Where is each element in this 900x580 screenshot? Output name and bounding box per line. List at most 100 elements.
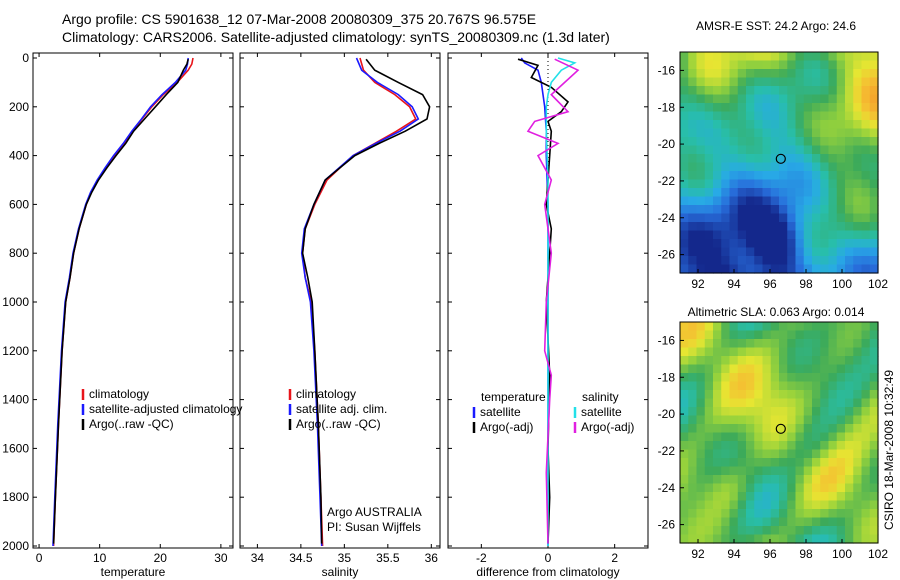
- sla-map-cell: [737, 534, 747, 544]
- sla-map-cell: [820, 390, 830, 400]
- sla-map-cell: [704, 364, 714, 374]
- sla-map-cell: [861, 483, 871, 493]
- sst-map-cell: [787, 111, 797, 121]
- sla-map-cell: [845, 322, 854, 332]
- sst-map-cell: [869, 145, 879, 155]
- sla-map-cell: [737, 373, 747, 383]
- sla-map-cell: [787, 356, 797, 366]
- sst-map-cell: [812, 205, 821, 215]
- sst-map-cell: [812, 171, 821, 181]
- sla-map-cell: [853, 356, 863, 366]
- sla-map-cell: [836, 424, 846, 434]
- sst-map-cell: [704, 213, 714, 223]
- sst-map-cell: [836, 69, 846, 79]
- sst-map-cell: [820, 213, 830, 223]
- sst-map-cell: [845, 196, 854, 206]
- sla-map-cell: [820, 466, 830, 476]
- sst-map-cell: [828, 188, 838, 198]
- sla-map-cell: [861, 466, 871, 476]
- sst-map-cell: [729, 196, 739, 206]
- sst-map-cell: [762, 86, 772, 96]
- sst-map-cell: [845, 239, 854, 249]
- sst-map-cell: [853, 86, 863, 96]
- sst-map-cell: [704, 205, 714, 215]
- sst-map-cell: [845, 213, 854, 223]
- sst-map-cell: [704, 94, 714, 104]
- sla-map-cell: [770, 458, 780, 468]
- sst-map-cell: [729, 205, 739, 215]
- sst-map-cell: [845, 205, 854, 215]
- sst-map-cell: [737, 94, 747, 104]
- sst-map-cell: [869, 188, 879, 198]
- sla-map-cell: [795, 526, 805, 536]
- sst-map-cell: [836, 188, 846, 198]
- sla-map-cell: [812, 509, 821, 519]
- sst-map-cell: [713, 60, 722, 70]
- sst-map-cell: [729, 256, 739, 266]
- sla-map-cell: [704, 390, 714, 400]
- sla-map-cell: [836, 492, 846, 502]
- sst-map-cell: [787, 264, 797, 274]
- sla-map-cell: [795, 330, 805, 340]
- sst-map-cell: [721, 239, 731, 249]
- sla-map-frame: [679, 321, 879, 544]
- sla-map-cell: [853, 492, 863, 502]
- difference-legend-entry: Argo(-adj): [581, 420, 634, 434]
- sst-map-cell: [779, 264, 788, 274]
- figure-title-line1: Argo profile: CS 5901638_12 07-Mar-2008 …: [62, 11, 536, 27]
- sla-map-cell: [680, 449, 689, 459]
- sst-map-cell: [795, 111, 805, 121]
- sst-map-cell: [737, 128, 747, 138]
- sst-map-cell: [803, 179, 813, 189]
- sst-map-cell: [721, 103, 731, 113]
- sla-map-cell: [869, 526, 879, 536]
- sla-map-cell: [869, 407, 879, 417]
- sst-map-cell: [795, 264, 805, 274]
- sst-map-cell: [845, 94, 854, 104]
- sla-map-cell: [688, 500, 698, 510]
- sst-map-cell: [812, 128, 821, 138]
- sla-map-cell: [704, 356, 714, 366]
- sla-map-cell: [795, 356, 805, 366]
- sst-map-cell: [861, 179, 871, 189]
- sla-map-cell: [704, 517, 714, 527]
- sst-map-cell: [803, 94, 813, 104]
- sla-map-cell: [688, 441, 698, 451]
- sst-map-cell: [696, 86, 706, 96]
- sst-map-cell: [696, 128, 706, 138]
- sla-map-cell: [696, 509, 706, 519]
- sla-map-cell: [770, 526, 780, 536]
- sla-map-cell: [729, 398, 739, 408]
- sst-map-cell: [845, 247, 854, 257]
- sst-map-cell: [746, 162, 755, 172]
- sst-map-cell: [713, 120, 722, 130]
- sla-map-cell: [704, 492, 714, 502]
- sst-map-cell: [746, 52, 755, 62]
- sst-map-cell: [754, 247, 764, 257]
- sla-map-cell: [812, 492, 821, 502]
- temperature-ytick-label: 0: [22, 51, 29, 65]
- sst-map-cell: [812, 222, 821, 232]
- sst-map-cell: [737, 264, 747, 274]
- sla-map-cell: [680, 347, 689, 357]
- sla-map-argo-location-marker: [775, 423, 786, 434]
- sst-map-cell: [704, 222, 714, 232]
- sla-map-cell: [812, 458, 821, 468]
- sla-map-cell: [737, 526, 747, 536]
- sst-map-cell: [869, 230, 879, 240]
- sst-map-cell: [812, 154, 821, 164]
- sst-map-cell: [820, 179, 830, 189]
- sla-map-ytick-label: -26: [658, 518, 676, 532]
- sla-map-cell: [820, 339, 830, 349]
- sla-map-cell: [869, 466, 879, 476]
- sst-map-cell: [845, 256, 854, 266]
- sst-map-cell: [803, 162, 813, 172]
- sst-map-cell: [836, 264, 846, 274]
- sla-map-cell: [754, 441, 764, 451]
- sla-map-cell: [754, 509, 764, 519]
- sla-map-cell: [762, 364, 772, 374]
- sst-map-cell: [820, 264, 830, 274]
- sst-map-cell: [680, 103, 689, 113]
- sst-map-cell: [688, 94, 698, 104]
- sst-map-cell: [737, 137, 747, 147]
